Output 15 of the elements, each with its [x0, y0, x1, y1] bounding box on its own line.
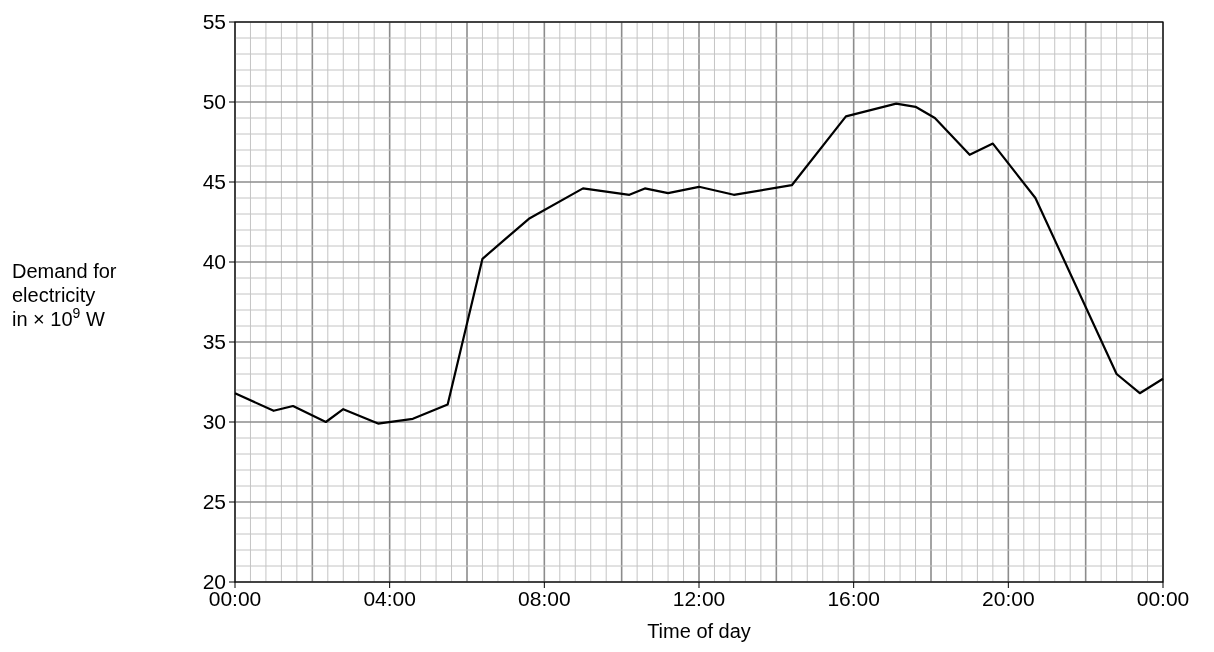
y-tick-label: 45 — [202, 170, 226, 194]
y-tick-label: 25 — [202, 490, 226, 514]
x-tick-label: 00:00 — [1136, 587, 1190, 610]
y-tick-label: 40 — [202, 250, 226, 274]
x-tick-label: 08:00 — [518, 587, 571, 610]
y-tick-label: 30 — [202, 410, 226, 434]
x-tick-label: 12:00 — [672, 587, 726, 610]
x-tick-label: 04:00 — [363, 587, 416, 610]
x-tick-label: 20:00 — [982, 587, 1035, 610]
y-tick-label: 55 — [202, 10, 226, 34]
x-axis-title: Time of day — [647, 620, 751, 642]
x-tick-label: 16:00 — [827, 587, 880, 610]
y-tick-label: 50 — [202, 90, 226, 114]
y-axis-title: Demand for electricity in × 10$^{9}$ W — [12, 260, 117, 330]
y-tick-label: 35 — [202, 330, 226, 354]
